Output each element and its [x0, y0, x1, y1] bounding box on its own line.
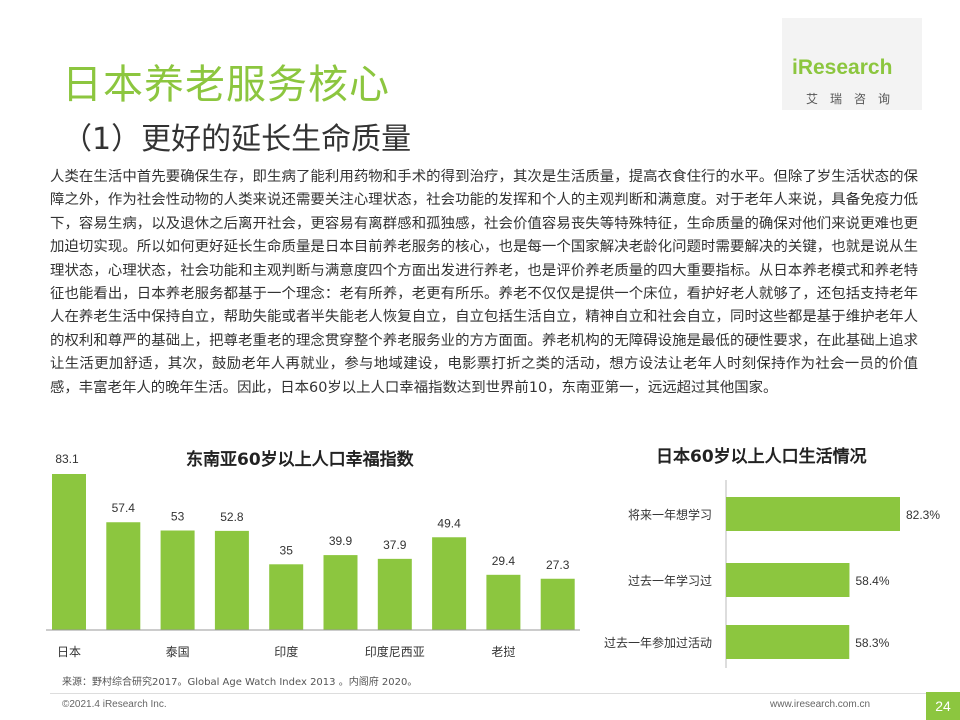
bar-0 [52, 474, 86, 630]
bar-value-label-3: 52.8 [220, 510, 244, 524]
page-subtitle: （1）更好的延长生命质量 [62, 122, 412, 157]
footer-divider [50, 693, 930, 694]
hbar-value-label-0: 82.3% [906, 508, 940, 522]
source-note: 来源：野村综合研究2017。Global Age Watch Index 201… [62, 677, 418, 688]
bar-2 [160, 530, 195, 630]
bar-4 [269, 564, 304, 630]
hbar-1 [726, 563, 850, 597]
bar-6 [377, 558, 412, 630]
bar-9 [540, 578, 575, 630]
hbar-value-label-2: 58.3% [855, 636, 889, 650]
bar-value-label-1: 57.4 [112, 501, 136, 515]
category-label-2: 泰国 [166, 645, 190, 659]
logo-background [782, 18, 922, 110]
happiness-index-chart: 83.1 日本 57.4 53 泰国 52.8 35 印度 39.9 37.9 印度尼西亚 49.4 2… [46, 452, 580, 659]
category-label-4: 印度 [274, 644, 298, 659]
bar-value-label-4: 35 [280, 543, 294, 557]
logo-subtitle: 艾瑞咨询 [806, 92, 903, 106]
page-title: 日本养老服务核心 [62, 62, 390, 108]
body-paragraph: 人类在生活中首先要确保生存，即生病了能利用药物和手术的得到治疗，其次是生活质量，… [50, 169, 918, 396]
hbar-category-label-0: 将来一年想学习 [628, 507, 712, 522]
life-status-chart: 82.3% 将来一年想学习 58.4% 过去一年学习过 58.3% 过去一年参加过活动 [604, 480, 940, 668]
bar-value-label-6: 37.9 [383, 538, 407, 552]
bar-7 [432, 537, 467, 630]
hbar-0 [726, 497, 900, 531]
footer-url[interactable]: www.iresearch.com.cn [770, 699, 871, 710]
bar-5 [323, 555, 358, 630]
bar-value-label-0: 83.1 [55, 452, 79, 466]
category-label-6: 印度尼西亚 [365, 644, 425, 659]
bar-chart-title: 东南亚60岁以上人口幸福指数 [186, 450, 414, 470]
bar-value-label-5: 39.9 [329, 534, 353, 548]
hbar-category-label-2: 过去一年参加过活动 [604, 635, 712, 650]
category-label-0: 日本 [57, 645, 81, 659]
bar-3 [214, 530, 249, 630]
category-label-8: 老挝 [491, 645, 515, 659]
page-number: 24 [926, 692, 960, 720]
hbar-value-label-1: 58.4% [855, 574, 889, 588]
hbar-chart-title: 日本60岁以上人口生活情况 [656, 447, 867, 467]
bar-value-label-2: 53 [171, 510, 185, 524]
bar-value-label-7: 49.4 [437, 516, 461, 530]
hbar-category-label-1: 过去一年学习过 [628, 573, 712, 588]
bar-8 [486, 574, 521, 630]
iresearch-logo: iResearch [792, 56, 893, 79]
copyright: ©2021.4 iResearch Inc. [62, 699, 167, 710]
bar-1 [106, 522, 141, 630]
bar-value-label-8: 29.4 [492, 554, 516, 568]
hbar-2 [726, 625, 850, 659]
bar-value-label-9: 27.3 [546, 558, 570, 572]
